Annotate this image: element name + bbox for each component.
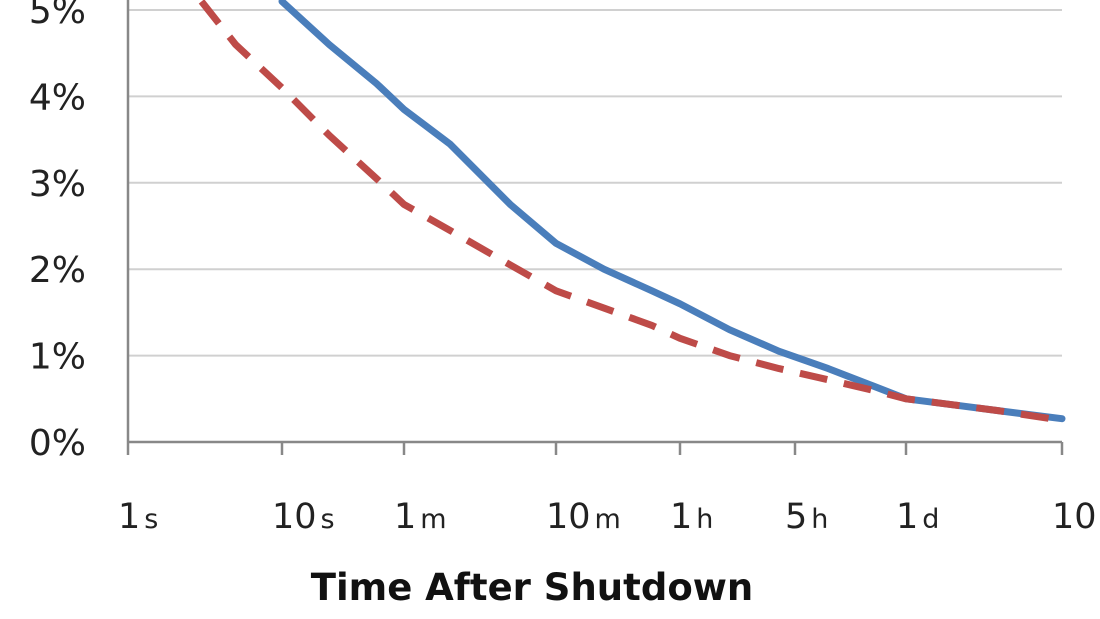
x-tick-label: 10 s [272,497,335,537]
axes [126,0,1064,455]
dashed-series-line [198,0,1063,424]
y-tick-label: 5% [29,0,86,32]
y-tick-label: 0% [29,423,86,464]
series-lines [198,0,1066,424]
x-tick-label: 10d [1052,497,1100,537]
x-tick-labels: 1s 10s 1m 10m 1h 5h 1d 10d [118,497,1100,537]
y-tick-label: 4% [29,77,86,118]
y-tick-label: 1% [29,337,86,378]
y-tick-label: 2% [29,250,86,291]
x-axis-label: Time After Shutdown [311,566,754,609]
gridlines [128,9,1062,357]
x-tick-label: 10 m [546,497,621,537]
y-tick-label: 3% [29,164,86,205]
y-tick-labels: 0% 1% 2% 3% 4% 5% [29,0,86,464]
